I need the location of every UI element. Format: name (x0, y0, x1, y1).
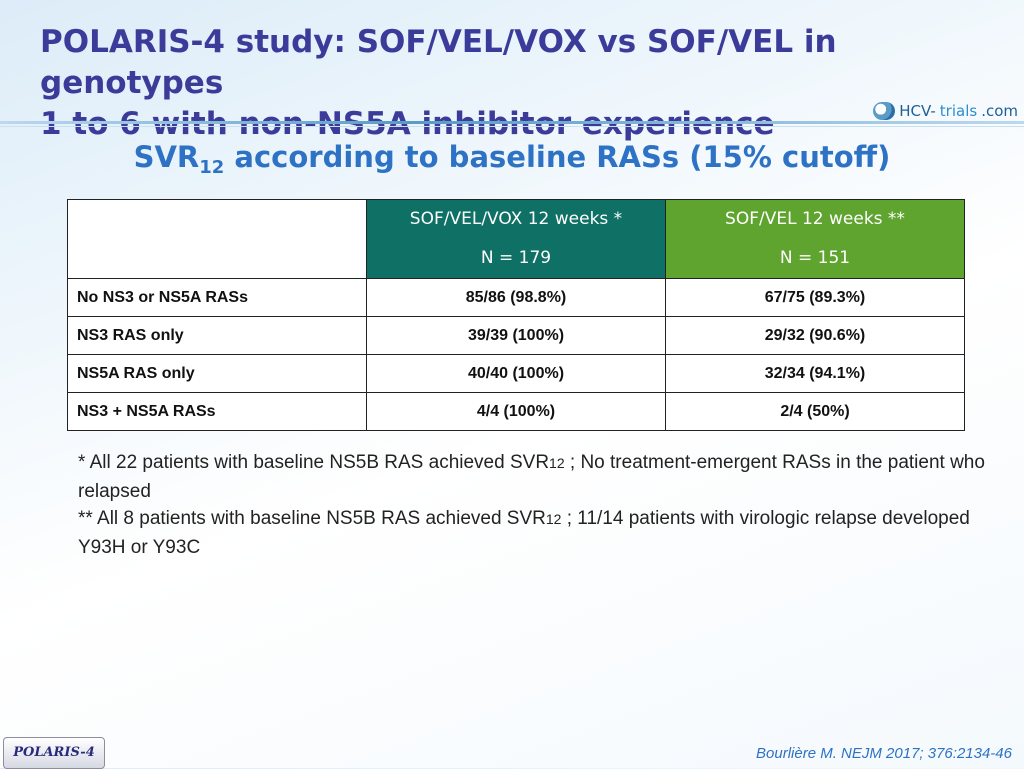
footnote-2-text-b: ; 11/14 patients with virologic relapse … (78, 508, 970, 558)
header-sof-vel-vox-label: SOF/VEL/VOX 12 weeks * (409, 209, 623, 229)
table-row: NS3 + NS5A RASs 4/4 (100%) 2/4 (50%) (67, 392, 965, 431)
cell-value: 40/40 (100%) (366, 354, 666, 393)
logo-text-hcv: HCV- (899, 102, 936, 120)
row-label: No NS3 or NS5A RASs (67, 278, 367, 317)
reference-citation: Bourlière M. NEJM 2017; 376:2134-46 (756, 745, 1012, 762)
cell-value: 85/86 (98.8%) (366, 278, 666, 317)
logo-mark-icon (873, 102, 896, 120)
title-line-2: 1 to 6 with non-NS5A inhibitor experienc… (40, 106, 775, 142)
subtitle-rest: according to baseline RASs (15% cutoff) (224, 140, 891, 174)
footnote-2: ** All 8 patients with baseline NS5B RAS… (78, 505, 1008, 561)
cell-value: 32/34 (94.1%) (665, 354, 965, 393)
table-corner-cell (67, 199, 367, 279)
row-label: NS3 + NS5A RASs (67, 392, 367, 431)
subtitle-main: SVR (133, 140, 200, 174)
cell-value: 67/75 (89.3%) (665, 278, 965, 317)
header-divider-thin (0, 126, 1024, 127)
row-label: NS3 RAS only (67, 316, 367, 355)
header-divider (0, 121, 1024, 124)
slide-subtitle: SVR12 according to baseline RASs (15% cu… (0, 140, 1024, 178)
footnote-1: * All 22 patients with baseline NS5B RAS… (78, 449, 1008, 505)
svr-table: SOF/VEL/VOX 12 weeks * N = 179 SOF/VEL 1… (67, 199, 965, 431)
logo-text-trials: trials (939, 102, 978, 120)
header-sof-vel-label: SOF/VEL 12 weeks ** (725, 209, 905, 229)
slide-title: POLARIS-4 study: SOF/VEL/VOX vs SOF/VEL … (40, 22, 1020, 145)
footnotes: * All 22 patients with baseline NS5B RAS… (78, 449, 1008, 561)
cell-value: 39/39 (100%) (366, 316, 666, 355)
table-row: No NS3 or NS5A RASs 85/86 (98.8%) 67/75 … (67, 278, 965, 317)
logo-text-com: .com (981, 102, 1018, 120)
table-header-row: SOF/VEL/VOX 12 weeks * N = 179 SOF/VEL 1… (67, 199, 965, 279)
footnote-2-text-a: ** All 8 patients with baseline NS5B RAS… (78, 508, 546, 529)
table-row: NS3 RAS only 39/39 (100%) 29/32 (90.6%) (67, 316, 965, 355)
footnote-1-text-a: * All 22 patients with baseline NS5B RAS… (78, 452, 550, 473)
title-line-1: POLARIS-4 study: SOF/VEL/VOX vs SOF/VEL … (40, 24, 837, 101)
cell-value: 2/4 (50%) (665, 392, 965, 431)
cell-value: 29/32 (90.6%) (665, 316, 965, 355)
hcv-trials-logo: HCV-trials .com (873, 100, 1018, 122)
header-sof-vel-vox-n: N = 179 (480, 248, 552, 268)
cell-value: 4/4 (100%) (366, 392, 666, 431)
study-badge: POLARIS-4 (3, 737, 105, 769)
subtitle-subscript: 12 (199, 157, 225, 178)
header-sof-vel-n: N = 151 (779, 248, 851, 268)
footnote-1-subscript: 12 (549, 455, 565, 471)
footnote-2-subscript: 12 (545, 511, 562, 527)
header-sof-vel-vox: SOF/VEL/VOX 12 weeks * N = 179 (366, 199, 666, 279)
row-label: NS5A RAS only (67, 354, 367, 393)
footnote-1-text-b: ; No treatment-emergent RASs in the pati… (78, 452, 985, 502)
header-sof-vel: SOF/VEL 12 weeks ** N = 151 (665, 199, 965, 279)
table-row: NS5A RAS only 40/40 (100%) 32/34 (94.1%) (67, 354, 965, 393)
